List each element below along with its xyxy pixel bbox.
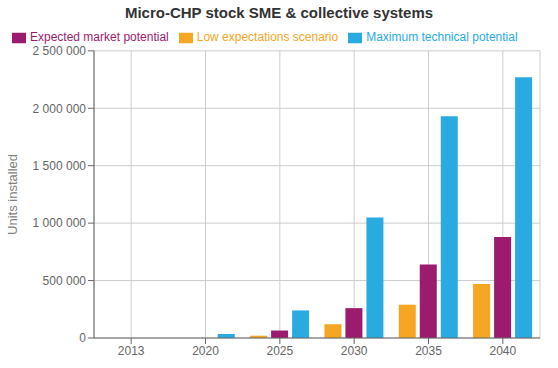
svg-text:0: 0 [79, 331, 86, 345]
html-text:Micro-CHP stock SME & collecti: Micro-CHP stock SME & collective systems [124, 4, 434, 21]
svg-text:2035: 2035 [415, 344, 442, 358]
svg-text:2030: 2030 [341, 344, 368, 358]
svg-text:500 000: 500 000 [43, 274, 87, 288]
svg-text:2040: 2040 [489, 344, 516, 358]
svg-text:2 000 000: 2 000 000 [33, 102, 87, 116]
html-text:Low expectations scenario: Low expectations scenario [196, 30, 339, 44]
svg-text:Units installed: Units installed [8, 154, 20, 235]
svg-text:2 500 000: 2 500 000 [33, 44, 87, 58]
svg-text:1 000 000: 1 000 000 [33, 216, 87, 230]
svg-text:2020: 2020 [192, 344, 219, 358]
svg-text:1 500 000: 1 500 000 [33, 159, 87, 173]
svg-text:2025: 2025 [266, 344, 293, 358]
svg-text:2013: 2013 [118, 344, 145, 358]
html-text:Maximum technical potential: Maximum technical potential [366, 30, 518, 44]
html-text:Expected market potential: Expected market potential [30, 30, 169, 44]
